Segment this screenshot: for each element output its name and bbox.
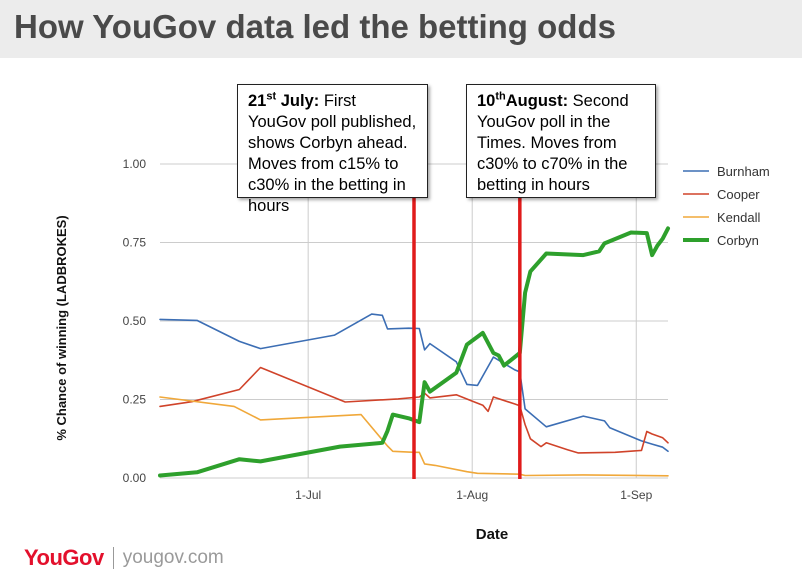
y-tick-label: 0.50 [123, 314, 147, 328]
callout-first-poll: 21st July: First YouGov poll published, … [237, 84, 428, 215]
callout-date: 21st July: [248, 90, 320, 110]
footer: YouGov yougov.com [24, 545, 224, 571]
y-axis-title: % Chance of winning (LADBROKES) [54, 215, 69, 440]
series-line-corbyn [158, 226, 670, 478]
y-tick-label: 0.25 [123, 393, 147, 407]
callout-second-poll: 10thAugust: Second YouGov poll in the Ti… [466, 84, 656, 198]
yougov-logo: YouGov [24, 545, 104, 570]
y-tick-label: 1.00 [123, 157, 147, 171]
legend-label-corbyn: Corbyn [717, 233, 759, 248]
series-line-cooper [159, 366, 669, 454]
legend-label-cooper: Cooper [717, 187, 760, 202]
x-axis-title: Date [476, 526, 509, 543]
footer-site: yougov.com [122, 547, 224, 568]
callout-text: Second YouGov poll in the Times. Moves f… [477, 92, 629, 194]
title-band [0, 0, 802, 58]
y-tick-label: 0.75 [123, 236, 147, 250]
x-tick-label: 1-Sep [620, 488, 652, 502]
series-line-burnham [159, 313, 669, 453]
y-tick-label: 0.00 [123, 471, 147, 485]
x-tick-label: 1-Jul [295, 488, 321, 502]
chart-title: How YouGov data led the betting odds [14, 8, 616, 45]
callout-text: First YouGov poll published, shows Corby… [248, 92, 417, 215]
footer-divider [112, 547, 114, 569]
legend-label-kendall: Kendall [717, 210, 760, 225]
legend-label-burnham: Burnham [717, 164, 770, 179]
callout-date: 10thAugust: [477, 90, 569, 110]
series-line-kendall [159, 396, 669, 477]
x-tick-label: 1-Aug [456, 488, 488, 502]
